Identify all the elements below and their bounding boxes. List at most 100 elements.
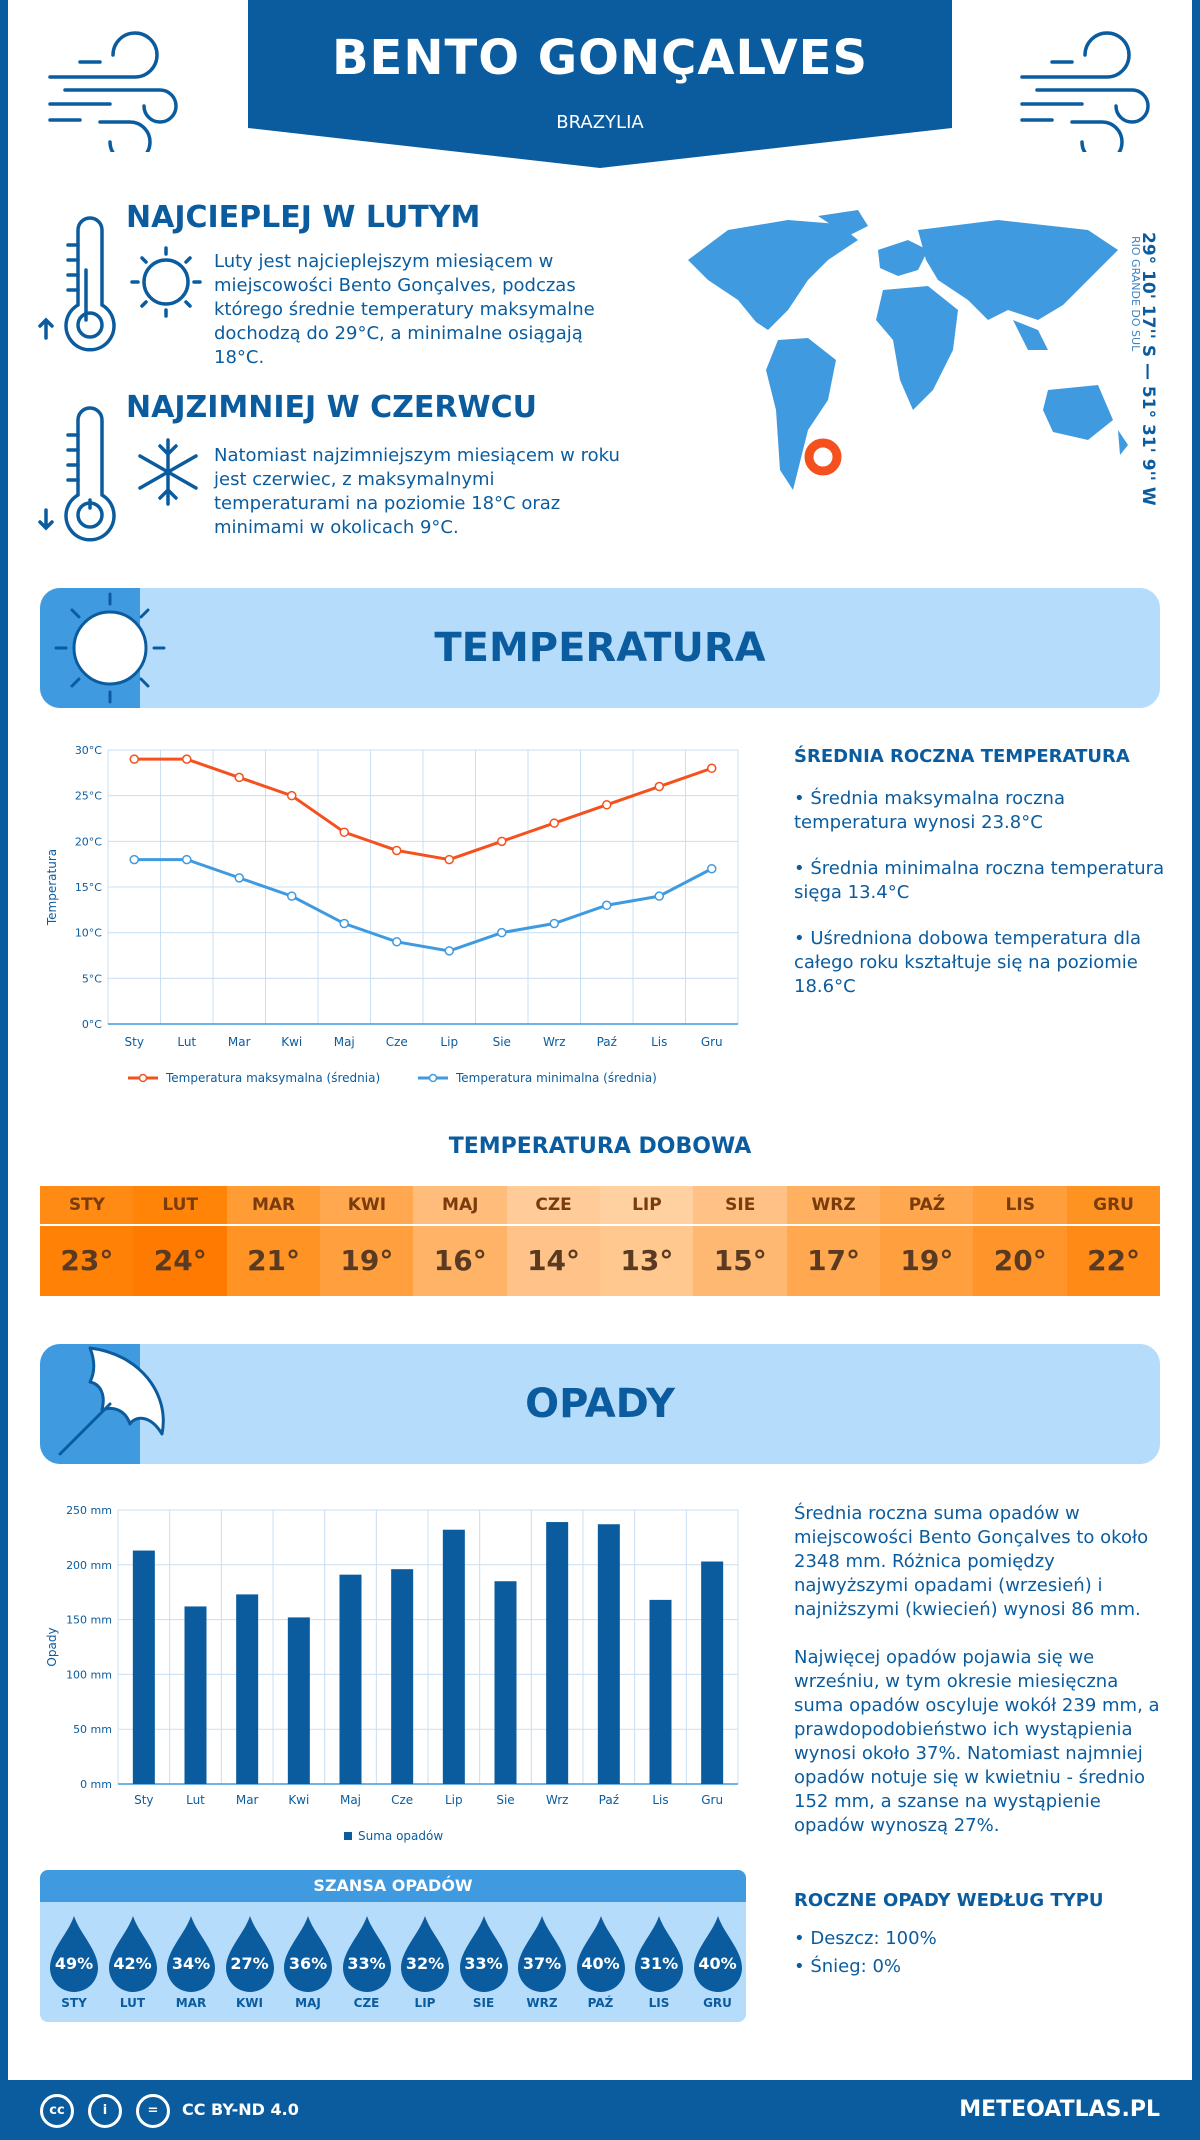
umbrella-icon	[58, 1346, 165, 1456]
daily-month-label: SIE	[693, 1186, 788, 1224]
region-label: RIO GRANDE DO SUL	[1129, 236, 1142, 352]
data-point	[444, 946, 454, 956]
site-link[interactable]: METEOATLAS.PL	[959, 2097, 1160, 2122]
precipitation-chance-drop: 33% SIE	[456, 1914, 512, 2014]
bullet-line: • Średnia maksymalna roczna	[794, 788, 1065, 809]
precipitation-chance-month: STY	[61, 1996, 87, 2010]
data-point	[234, 772, 244, 783]
precipitation-chance-month: PAŹ	[587, 1996, 614, 2010]
bullet-line: temperatura wynosi 23.8°C	[794, 812, 1043, 833]
infographic-page: BENTO GONÇALVES BRAZYLIA NAJCIEPLEJ W LU…	[8, 0, 1192, 2080]
daily-cell: GRU 22°	[1066, 1186, 1161, 1296]
x-tick-label: Kwi	[288, 1793, 309, 1807]
precipitation-chance-month: WRZ	[526, 1996, 558, 2010]
coldest-line: jest czerwiec, z maksymalnymi	[214, 469, 495, 490]
coldest-line: Natomiast najzimniejszym miesiącem w rok…	[214, 445, 620, 466]
text-line: prawdopodobieństwo ich wystąpienia	[794, 1719, 1133, 1740]
precipitation-chance-drop: 49% STY	[46, 1914, 102, 2014]
x-tick-label: Sty	[125, 1035, 144, 1049]
raindrop-icon	[459, 1916, 508, 1992]
data-point	[392, 845, 402, 856]
data-point	[339, 918, 349, 929]
precipitation-bar	[546, 1522, 569, 1784]
temperature-title: TEMPERATURA	[434, 625, 766, 671]
precipitation-types-list: • Deszcz: 100% • Śnieg: 0%	[794, 1925, 1174, 1981]
precipitation-chance-drop: 42% LUT	[105, 1914, 161, 2014]
x-tick-label: Maj	[334, 1035, 355, 1049]
text-line: miejscowości Bento Gonçalves to około	[794, 1527, 1149, 1548]
x-tick-label: Wrz	[543, 1035, 566, 1049]
data-point	[287, 891, 297, 901]
y-tick-label: 50 mm	[73, 1723, 112, 1736]
temperature-banner: TEMPERATURA	[40, 588, 1160, 708]
y-tick-label: 30°C	[75, 744, 102, 757]
x-tick-label: Lut	[177, 1035, 196, 1049]
x-tick-label: Sty	[134, 1793, 153, 1807]
precipitation-types: ROCZNE OPADY WEDŁUG TYPU • Deszcz: 100% …	[794, 1890, 1174, 1981]
precipitation-chance-month: MAJ	[295, 1996, 321, 2010]
precipitation-chance-month: KWI	[236, 1996, 263, 2010]
country-label: BRAZYLIA	[556, 112, 644, 133]
data-point	[287, 790, 297, 801]
data-point	[392, 937, 402, 947]
text-line: Najwięcej opadów pojawia się we	[794, 1647, 1095, 1668]
x-tick-label: Lis	[652, 1793, 668, 1807]
precipitation-chance-value: 40%	[581, 1954, 620, 1973]
legend-marker	[428, 1073, 438, 1083]
precipitation-chance-month: LIP	[414, 1996, 436, 2010]
daily-cell: LUT 24°	[133, 1186, 228, 1296]
min-temperature-line	[134, 858, 713, 953]
x-tick-label: Lip	[445, 1793, 463, 1807]
x-tick-label: Mar	[236, 1793, 259, 1807]
legend-marker	[138, 1073, 148, 1083]
bullet-line: sięga 13.4°C	[794, 882, 910, 903]
data-point	[602, 900, 612, 911]
precipitation-chance-value: 34%	[171, 1954, 211, 1973]
precipitation-chance-value: 33%	[347, 1954, 386, 1973]
coordinates: 29° 10' 17'' S — 51° 31' 9'' W RIO GRAND…	[1129, 232, 1178, 506]
precipitation-chance-month: MAR	[175, 1996, 207, 2010]
daily-month-label: KWI	[320, 1186, 414, 1224]
daily-temperature-value: 13°	[600, 1226, 694, 1296]
precipitation-chance-drop: 27% KWI	[222, 1914, 278, 2014]
precipitation-chance-month: LIS	[648, 1996, 670, 2010]
daily-cell: LIP 13°	[600, 1186, 694, 1296]
temperature-chart: 0°C 5°C 10°C 15°C 20°C 25°C 30°C Sty Lut Mar Kwi Ma…	[45, 744, 739, 1085]
daily-month-label: GRU	[1066, 1186, 1161, 1224]
daily-month-label: PAŹ	[880, 1186, 974, 1224]
text-line: najwyższymi opadami (wrzesień) i	[794, 1575, 1103, 1596]
city-title: BENTO GONÇALVES	[331, 30, 869, 86]
x-tick-label: Sie	[496, 1793, 514, 1807]
daily-month-label: MAJ	[413, 1186, 508, 1224]
bullet-line: • Średnia minimalna roczna temperatura	[794, 858, 1165, 879]
data-point	[707, 863, 717, 874]
hottest-line: 18°C.	[214, 347, 265, 368]
daily-cell: WRZ 17°	[786, 1186, 881, 1296]
precipitation-banner: OPADY	[40, 1344, 1160, 1464]
daily-month-label: LIP	[600, 1186, 694, 1224]
daily-cell: SIE 15°	[693, 1186, 788, 1296]
data-point	[602, 800, 612, 810]
temperature-summary-title: ŚREDNIA ROCZNA TEMPERATURA	[794, 746, 1130, 767]
daily-temperature-table: STY 23° LUT 24° MAR 21° KWI 19° MAJ 16° CZE 14° LIP 1…	[40, 1186, 1161, 1296]
precipitation-chance-drop: 37% WRZ	[514, 1914, 570, 2014]
x-tick-label: Mar	[228, 1035, 251, 1049]
header-ribbon	[248, 0, 952, 168]
precipitation-bar	[391, 1569, 414, 1784]
text-line: opadów wynoszą 27%.	[794, 1815, 1000, 1836]
legend-label: Temperatura maksymalna (średnia)	[165, 1071, 380, 1085]
raindrop-icon	[284, 1916, 332, 1992]
text-line: wrześniu, w tym okresie miesięczna	[794, 1671, 1119, 1692]
data-point	[707, 763, 717, 774]
text-line: 2348 mm. Różnica pomiędzy	[794, 1551, 1055, 1572]
precipitation-chance-value: 40%	[698, 1954, 737, 1973]
x-tick-label: Kwi	[281, 1035, 302, 1049]
y-tick-label: 15°C	[75, 881, 102, 894]
wind-icon-right	[1020, 31, 1150, 152]
bullet-line: • Uśredniona dobowa temperatura dla	[794, 928, 1142, 949]
data-point	[129, 754, 139, 764]
text-line: wynosi około 37%. Natomiast najmniej	[794, 1743, 1143, 1764]
x-tick-label: Lip	[440, 1035, 458, 1049]
precipitation-chance-value: 37%	[522, 1954, 562, 1973]
precipitation-bar	[701, 1561, 724, 1784]
